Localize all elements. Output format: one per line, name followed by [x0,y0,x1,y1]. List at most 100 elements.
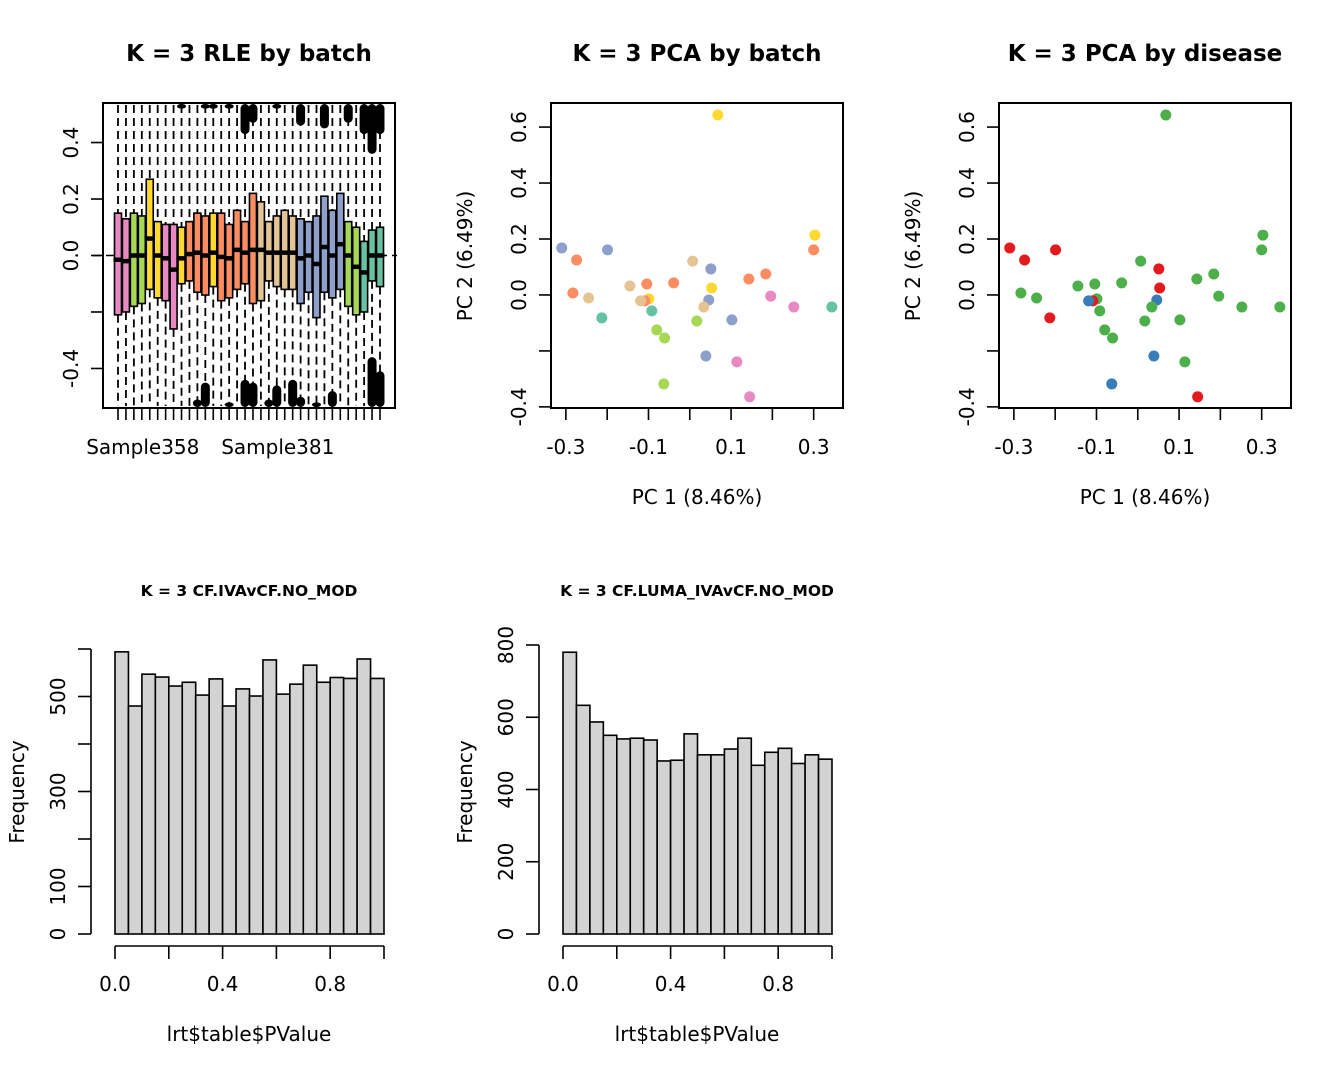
histogram-1-bar [154,676,170,935]
pca-batch-ytick-label: 0.2 [507,223,531,255]
pca-disease-point [1213,290,1225,302]
pca-disease-point [1135,255,1147,267]
histogram-1-bar [262,659,278,935]
histogram-2-bar [777,747,793,935]
pca-disease-point [1099,324,1111,336]
pca-batch-plot-frame [550,102,844,409]
rle-outlier-cluster [192,399,202,407]
histogram-2-ytick-label: 600 [494,698,518,736]
histogram-2-bar [790,762,806,935]
pca-disease-point [1146,301,1158,313]
histogram-1-bar [329,676,345,935]
pca-disease-xtick-label: 0.1 [1163,435,1195,459]
histogram-1-bar [315,681,331,935]
rle-outlier-cluster [248,104,258,123]
histogram-2-ytick-label: 200 [494,843,518,881]
histogram-2-bar [763,751,779,935]
rle-box [208,212,218,288]
pca-batch-points [556,109,838,403]
pca-batch-point [765,290,777,302]
pca-disease-point [1050,244,1062,256]
rle-outlier-cluster [200,104,210,109]
rle-outlier-cluster [224,402,234,407]
pca-disease-xtick-label: -0.1 [1077,435,1116,459]
pca-disease-ytick-label: -0.4 [955,387,979,426]
pca-batch-point [635,295,647,307]
histogram-1-ytick-label: 0 [46,928,70,941]
histogram-1-title: K = 3 CF.IVAvCF.NO_MOD [141,582,358,600]
histogram-2-bar [750,764,766,935]
histogram-2-bar [589,721,605,935]
rle-box [336,192,345,291]
pca-disease-point [1174,314,1186,326]
pca-disease-point [1089,278,1101,290]
histogram-2-bar [629,737,645,935]
histogram-2-bar [683,733,699,935]
pca-disease-point [1236,301,1248,313]
rle-box [121,217,131,313]
histogram-2-bar [562,651,578,935]
histogram-2-bar [817,758,833,935]
rle-outlier-cluster [296,104,306,126]
histogram-1-bar [114,651,130,935]
histogram-1-xtick-label: 0.8 [314,972,346,996]
rle-outlier-cluster [288,379,298,407]
pca-batch-point [826,301,838,313]
pca-batch-point [808,244,820,256]
pca-disease-point [1179,356,1191,368]
histogram-2-ytick-label: 400 [494,770,518,808]
pca-disease-xtick-label: -0.3 [994,435,1033,459]
histogram-2-bar [696,754,712,935]
histogram-1-bar [235,688,251,935]
histogram-2-bar [669,759,685,935]
rle-ytick-label: 0.4 [59,127,83,159]
rle-outlier-cluster [177,104,187,109]
pca-batch-xlabel: PC 1 (8.46%) [632,485,763,509]
rle-outlier-cluster [240,104,250,135]
rle-box [296,217,305,305]
pca-batch-point [726,314,738,326]
rle-box [224,223,234,299]
pca-batch-axes: -0.4 0.0 0.2 0.4 0.6 -0.3 -0.1 0.1 0.3 [507,111,830,459]
rle-box [320,195,329,294]
rle-ytick-label: 0.2 [59,183,83,215]
pca-disease-point [1106,378,1118,390]
histogram-1-ytick-label: 500 [46,677,70,715]
pca-batch-ytick-label: -0.4 [507,387,531,426]
histogram-1-bars [114,651,385,935]
pca-disease-point [1256,244,1268,256]
histogram-1-bar [342,677,358,935]
rle-box [185,220,194,282]
rle-outlier-cluster [327,391,337,407]
pca-batch-ytick-label: 0.4 [507,167,531,199]
pca-batch-ylabel: PC 2 (6.49%) [453,191,477,322]
pca-batch-point [659,332,671,344]
pca-disease-title: K = 3 PCA by disease [1008,41,1283,67]
histogram-1-bar [181,681,197,935]
rle-outlier-cluster [208,104,218,109]
pca-disease-point [1072,280,1084,292]
rle-box [280,209,290,291]
rle-outlier-cluster [296,396,306,407]
histogram-2-title: K = 3 CF.LUMA_IVAvCF.NO_MOD [560,582,834,600]
pca-batch-point [712,109,724,121]
rle-outlier-cluster [272,104,282,109]
histogram-2-bar [723,748,739,935]
rle-box [153,220,162,299]
pca-disease-point [1139,315,1151,327]
pca-disease-xlabel: PC 1 (8.46%) [1080,485,1211,509]
histogram-2-ytick-label: 800 [494,626,518,664]
histogram-2-xtick-label: 0.0 [547,972,579,996]
rle-outlier-cluster [343,104,353,123]
pca-batch-point [571,254,583,266]
pca-batch-point [705,263,717,275]
histogram-1-bar [356,658,372,935]
pca-disease-plot-frame [998,102,1292,409]
rle-title: K = 3 RLE by batch [126,41,372,67]
pca-disease-point [1015,287,1027,299]
rle-outlier-cluster [264,399,274,407]
pca-disease-point [1153,263,1165,275]
pca-disease-panel: K = 3 PCA by disease -0.40.00.20.40.6-0.… [901,41,1292,509]
